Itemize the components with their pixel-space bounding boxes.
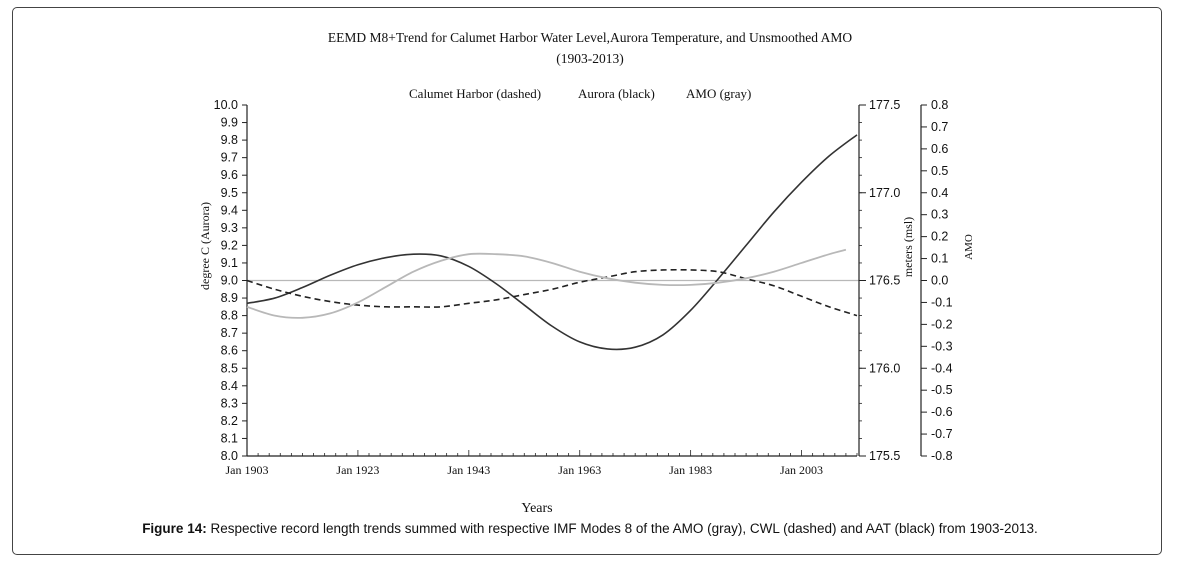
left-tick-label: 9.4 — [221, 203, 238, 217]
right2-tick-label: 0.4 — [931, 186, 948, 200]
legend-entry-amo: AMO (gray) — [686, 86, 751, 101]
right2-tick-label: 0.8 — [931, 98, 948, 112]
right2-tick-label: -0.5 — [931, 383, 953, 397]
left-tick-label: 8.9 — [221, 291, 238, 305]
left-tick-label: 9.3 — [221, 221, 238, 235]
right2-tick-label: 0.1 — [931, 252, 948, 266]
chart-subtitle: (1903-2013) — [556, 51, 624, 66]
right2-tick-label: -0.8 — [931, 449, 953, 463]
left-tick-label: 8.3 — [221, 396, 238, 410]
legend-entry-calumet: Calumet Harbor (dashed) — [409, 86, 541, 101]
right2-tick-label: 0.3 — [931, 208, 948, 222]
left-tick-label: 8.8 — [221, 309, 238, 323]
right2-tick-label: 0.0 — [931, 274, 948, 288]
right2-tick-label: -0.2 — [931, 317, 953, 331]
right1-tick-label: 176.5 — [869, 274, 900, 288]
left-tick-label: 8.6 — [221, 344, 238, 358]
legend-layer: Calumet Harbor (dashed) Aurora (black) A… — [409, 86, 751, 101]
legend-entry-aurora: Aurora (black) — [578, 86, 655, 101]
left-tick-label: 9.0 — [221, 274, 238, 288]
left-tick-label: 8.1 — [221, 431, 238, 445]
right2-axis-label: AMO — [963, 234, 975, 260]
left-tick-label: 8.5 — [221, 361, 238, 375]
right2-tick-label: 0.6 — [931, 142, 948, 156]
series-layer — [246, 134, 858, 351]
series-calumet-line — [246, 268, 858, 317]
chart-title: EEMD M8+Trend for Calumet Harbor Water L… — [327, 30, 853, 45]
left-tick-label: 9.8 — [221, 133, 238, 147]
left-tick-label: 8.7 — [221, 326, 238, 340]
right1-tick-label: 176.0 — [869, 361, 900, 375]
right2-tick-label: 0.2 — [931, 230, 948, 244]
left-tick-label: 9.6 — [221, 168, 238, 182]
series-aurora-line — [246, 134, 858, 351]
x-axis-label: Years — [521, 501, 552, 516]
series-amo-line — [246, 248, 847, 319]
left-tick-label: 8.4 — [221, 379, 238, 393]
right1-tick-label: 177.0 — [869, 186, 900, 200]
axes-layer: 10.0 9.9 9.8 9.7 9.6 9.5 9.4 9.3 9.2 9.1 9.0 8.9 8.8… — [214, 98, 953, 477]
right1-tick-label: 175.5 — [869, 449, 900, 463]
left-tick-label: 10.0 — [214, 98, 238, 112]
caption-text: Respective record length trends summed w… — [206, 521, 1038, 536]
left-axis-label: degree C (Aurora) — [198, 202, 212, 290]
x-tick-label: Jan 1923 — [336, 463, 379, 477]
left-tick-label: 9.2 — [221, 238, 238, 252]
left-tick-label: 8.2 — [221, 414, 238, 428]
right1-tick-label: 177.5 — [869, 98, 900, 112]
right2-tick-label: 0.7 — [931, 120, 948, 134]
left-tick-label: 8.0 — [221, 449, 238, 463]
right2-tick-label: 0.5 — [931, 164, 948, 178]
x-tick-label: Jan 1903 — [226, 463, 269, 477]
x-tick-label: Jan 1963 — [558, 463, 601, 477]
right1-axis-label: meters (msl) — [901, 217, 915, 277]
left-tick-label: 9.9 — [221, 116, 238, 130]
right2-tick-label: -0.3 — [931, 339, 953, 353]
caption-label: Figure 14: — [142, 521, 207, 536]
left-tick-label: 9.5 — [221, 186, 238, 200]
right2-tick-label: -0.6 — [931, 405, 953, 419]
left-tick-label: 9.7 — [221, 151, 238, 165]
x-tick-label: Jan 1943 — [447, 463, 490, 477]
right2-tick-label: -0.1 — [931, 295, 953, 309]
left-tick-label: 9.1 — [221, 256, 238, 270]
right2-tick-label: -0.4 — [931, 361, 953, 375]
figure-caption: Figure 14: Respective record length tren… — [0, 521, 1180, 536]
x-tick-label: Jan 2003 — [780, 463, 823, 477]
x-tick-label: Jan 1983 — [669, 463, 712, 477]
right2-tick-label: -0.7 — [931, 427, 953, 441]
